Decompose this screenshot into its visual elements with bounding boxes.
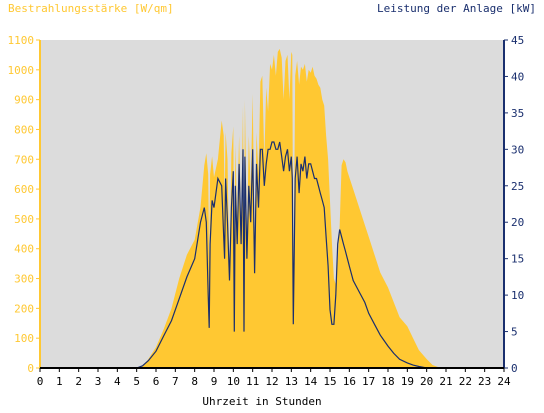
left-tick-label: 1000: [8, 64, 35, 77]
right-tick-label: 30: [511, 143, 524, 156]
x-tick-label: 11: [246, 375, 259, 388]
right-tick-label: 35: [511, 107, 524, 120]
x-tick-label: 6: [153, 375, 160, 388]
left-tick-label: 0: [27, 362, 34, 375]
left-tick-label: 1100: [8, 34, 35, 47]
right-tick-label: 5: [511, 326, 518, 339]
x-tick-label: 3: [95, 375, 102, 388]
right-tick-label: 10: [511, 289, 524, 302]
x-tick-label: 9: [211, 375, 218, 388]
x-tick-label: 22: [459, 375, 472, 388]
left-tick-label: 900: [14, 94, 34, 107]
x-tick-label: 4: [114, 375, 121, 388]
x-tick-label: 2: [75, 375, 82, 388]
right-tick-label: 20: [511, 216, 524, 229]
left-tick-label: 700: [14, 153, 34, 166]
left-axis-title: Bestrahlungsstärke [W/qm]: [8, 2, 174, 15]
x-tick-label: 1: [56, 375, 63, 388]
right-tick-label: 45: [511, 34, 524, 47]
right-tick-label: 15: [511, 253, 524, 266]
x-tick-label: 13: [285, 375, 298, 388]
x-tick-label: 19: [401, 375, 414, 388]
x-tick-label: 15: [323, 375, 336, 388]
x-tick-label: 16: [343, 375, 356, 388]
x-tick-label: 5: [133, 375, 140, 388]
power-line: [40, 141, 504, 369]
right-tick-label: 25: [511, 180, 524, 193]
left-tick-label: 200: [14, 302, 34, 315]
x-tick-label: 8: [191, 375, 198, 388]
left-tick-label: 500: [14, 213, 34, 226]
x-tick-label: 20: [420, 375, 433, 388]
x-tick-label: 12: [265, 375, 278, 388]
x-tick-label: 17: [362, 375, 375, 388]
left-tick-label: 400: [14, 243, 34, 256]
x-tick-label: 14: [304, 375, 318, 388]
x-tick-label: 10: [227, 375, 240, 388]
irradiance-area: [40, 48, 504, 369]
x-axis-label: Uhrzeit in Stunden: [202, 395, 321, 408]
right-tick-label: 0: [511, 362, 518, 375]
left-tick-label: 800: [14, 123, 34, 136]
x-tick-label: 18: [381, 375, 394, 388]
x-tick-label: 21: [439, 375, 452, 388]
x-tick-label: 23: [478, 375, 491, 388]
left-tick-label: 300: [14, 273, 34, 286]
x-tick-label: 0: [37, 375, 44, 388]
x-tick-label: 24: [497, 375, 511, 388]
x-tick-label: 7: [172, 375, 179, 388]
left-tick-label: 100: [14, 332, 34, 345]
right-axis-title: Leistung der Anlage [kW]: [377, 2, 536, 15]
left-tick-label: 600: [14, 183, 34, 196]
right-tick-label: 40: [511, 70, 524, 83]
